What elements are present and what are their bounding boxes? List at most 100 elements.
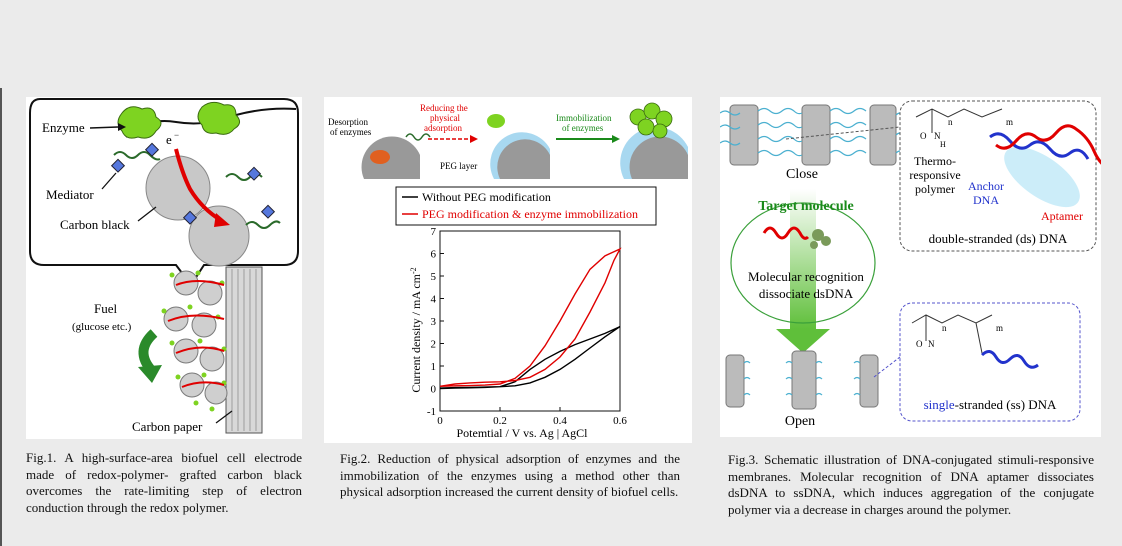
fig2-caption: Fig.2. Reduction of physical adsorption … bbox=[340, 451, 680, 499]
thermo-label-1: Thermo- bbox=[914, 154, 956, 168]
aptamer-strand bbox=[995, 124, 1101, 165]
pore-wall-3 bbox=[869, 104, 897, 166]
carbon-paper-texture bbox=[231, 269, 257, 431]
mediator-3 bbox=[246, 166, 262, 181]
pore-wall-1 bbox=[729, 104, 759, 166]
series-line-0 bbox=[439, 325, 621, 390]
carbon-paper-label: Carbon paper bbox=[132, 419, 203, 434]
enzyme-label: Enzyme bbox=[42, 120, 85, 135]
recognition-label: Molecular recognition bbox=[748, 269, 864, 284]
x-tick-label-3: 0.6 bbox=[613, 415, 627, 427]
fig1-caption: Fig.1. A high-surface-area biofuel cell … bbox=[26, 450, 302, 515]
ss-linker bbox=[975, 322, 983, 354]
ss-dna-strand bbox=[980, 350, 1039, 369]
desorbed-enzyme bbox=[370, 150, 390, 164]
immobilization-label-1: Immobilization bbox=[556, 113, 612, 123]
polymer-backbone-ds bbox=[915, 108, 1003, 118]
series-line-1 bbox=[439, 247, 622, 387]
y-tick-label-8: 7 bbox=[431, 226, 437, 238]
electron-path bbox=[174, 148, 224, 223]
legend-label-0: Without PEG modification bbox=[422, 190, 551, 204]
reducing-arrowhead bbox=[470, 135, 478, 143]
surface-1 bbox=[361, 136, 420, 179]
electron-label: e bbox=[166, 132, 172, 147]
desorption-label-2: of enzymes bbox=[330, 127, 372, 137]
left-border bbox=[0, 88, 2, 546]
chain-1 bbox=[405, 133, 431, 141]
pore-wall-open-1 bbox=[725, 354, 745, 408]
mediator-2 bbox=[144, 142, 160, 157]
pore-wall-2 bbox=[801, 104, 831, 166]
polymer-brushes-open bbox=[743, 360, 861, 396]
chem-o-ss: O bbox=[916, 339, 923, 349]
y-tick-label-4: 3 bbox=[431, 316, 437, 328]
mediator-4 bbox=[260, 204, 276, 219]
fig1-image: Enzyme e − Mediator Carbon black bbox=[26, 97, 302, 439]
recognition-circle bbox=[730, 202, 876, 324]
mediator-pointer bbox=[101, 172, 117, 190]
reducing-label-3: adsorption bbox=[424, 123, 462, 133]
anchor-dna-strand bbox=[989, 132, 1090, 160]
x-axis-label: Potemtial / V vs. Ag | AgCl bbox=[457, 426, 589, 440]
transition-arrowhead bbox=[776, 329, 830, 353]
anchor-label-2: DNA bbox=[973, 193, 999, 207]
chem-m-ss: m bbox=[996, 323, 1003, 333]
pore-wall-open-2 bbox=[791, 350, 817, 410]
ss-dna-label: single-stranded (ss) DNA bbox=[924, 397, 1057, 412]
fuel-label: Fuel bbox=[94, 301, 118, 316]
ss-connector bbox=[873, 356, 901, 378]
x-tick-label-2: 0.4 bbox=[553, 415, 567, 427]
chem-n2-ds: N bbox=[934, 131, 941, 141]
carbon-sphere-2 bbox=[188, 205, 250, 267]
enzyme-arrow bbox=[89, 126, 119, 129]
mediator-1 bbox=[110, 158, 126, 173]
y-tick-label-1: 0 bbox=[431, 384, 437, 396]
carbon-black-label: Carbon black bbox=[60, 217, 130, 232]
chart-legend bbox=[395, 186, 657, 226]
y-tick-label-2: 1 bbox=[431, 361, 437, 373]
thermo-label-3: polymer bbox=[915, 182, 955, 196]
target-molecule bbox=[810, 229, 831, 249]
fig1-diagram: Enzyme e − Mediator Carbon black bbox=[29, 98, 299, 434]
fuel-arrow bbox=[138, 329, 158, 375]
surface-3 bbox=[629, 136, 688, 179]
pore-wall-open-3 bbox=[859, 354, 879, 408]
ds-dna-label: double-stranded (ds) DNA bbox=[929, 231, 1068, 246]
fig3-image: Close Target molecule Molecular recognit… bbox=[720, 97, 1101, 437]
electron-arrowhead bbox=[214, 213, 230, 227]
carbon-paper-pointer bbox=[215, 410, 233, 424]
y-tick-label-7: 6 bbox=[431, 249, 437, 261]
dissociate-label: dissociate dsDNA bbox=[759, 286, 854, 301]
chem-m-ds: m bbox=[1006, 117, 1013, 127]
aptamer-label: Aptamer bbox=[1041, 209, 1083, 223]
fig3-diagram: Close Target molecule Molecular recognit… bbox=[720, 100, 1101, 429]
fuel-arrowhead bbox=[138, 365, 162, 383]
open-label: Open bbox=[785, 414, 815, 429]
immobilization-label-2: of enzymes bbox=[562, 123, 604, 133]
plot-frame bbox=[439, 230, 621, 412]
y-tick-label-0: -1 bbox=[427, 406, 436, 418]
chem-n-ss: n bbox=[942, 323, 947, 333]
enzyme-blob-1 bbox=[117, 106, 162, 139]
electron-flow-arrows bbox=[167, 280, 225, 388]
reducing-label-1: Reducing the bbox=[420, 103, 468, 113]
y-axis-label: Current density / mA cm-2 bbox=[409, 267, 423, 392]
y-tick-label-6: 5 bbox=[431, 271, 437, 283]
x-tick-label-0: 0 bbox=[437, 415, 443, 427]
surface-2 bbox=[497, 139, 550, 179]
aptamer-target bbox=[762, 226, 810, 240]
close-label: Close bbox=[786, 167, 818, 182]
transition-arrow-shaft bbox=[790, 189, 816, 329]
polymer-chain-3 bbox=[245, 220, 281, 229]
fig2-image: Desorption of enzymes Reducing the physi… bbox=[324, 97, 692, 443]
enzyme-arrowhead bbox=[118, 123, 126, 131]
mediator-label: Mediator bbox=[46, 187, 94, 202]
target-molecule-label: Target molecule bbox=[758, 199, 854, 214]
electron-sup: − bbox=[174, 130, 179, 140]
chem-o-ds: O bbox=[920, 131, 927, 141]
carbon-black-pointer bbox=[137, 206, 157, 222]
y-tick-label-5: 4 bbox=[431, 294, 437, 306]
fuel-sub-label: (glucose etc.) bbox=[72, 321, 132, 333]
enzyme-blob-2 bbox=[197, 101, 240, 135]
